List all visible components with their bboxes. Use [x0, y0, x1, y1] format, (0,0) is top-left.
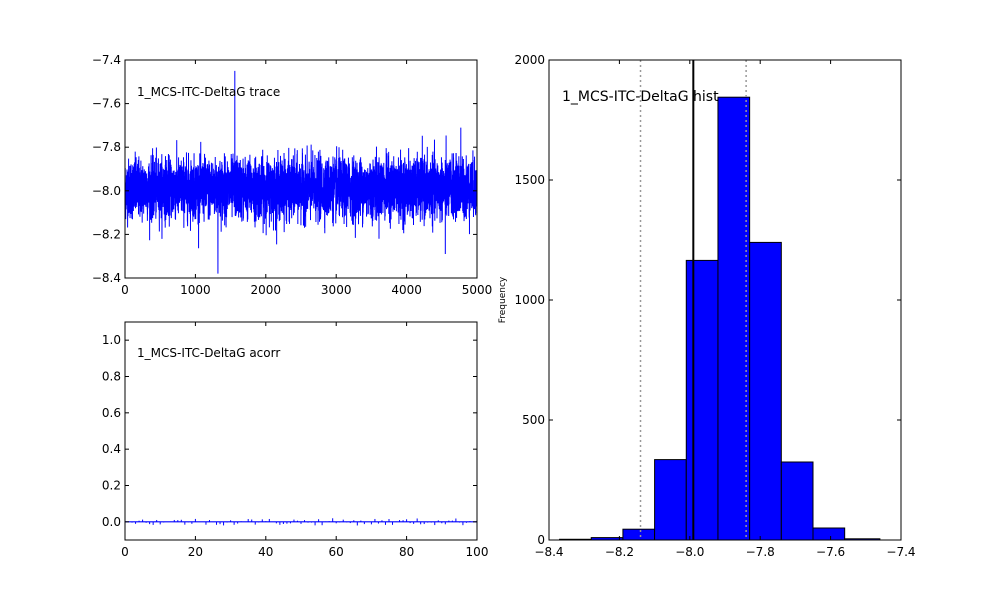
acorr-plot-background: [125, 322, 477, 540]
hist-bar: [812, 527, 846, 541]
trace-y-tick-label: −7.4: [92, 53, 121, 67]
hist-x-tick-label: −7.4: [886, 545, 915, 559]
hist-bar: [749, 241, 782, 541]
acorr-x-tick-label: 40: [258, 545, 273, 559]
hist-x-tick-label: −7.6: [816, 545, 845, 559]
trace-series-line: [125, 70, 477, 274]
trace-ticks: 0 1000 2000 3000 4000 5000 −8.4 −8.2 −8.0 −7.8 −7.…: [92, 53, 492, 297]
trace-panel-title: 1_MCS-ITC-DeltaG trace: [137, 85, 280, 99]
trace-x-tick-label: 3000: [321, 283, 352, 297]
acorr-x-tick-label: 80: [399, 545, 414, 559]
hist-y-tick-label: 500: [522, 413, 545, 427]
trace-y-tick-label: −7.8: [92, 140, 121, 154]
autocorrelation-panel: 0 20 40 60 80 100 0.0 0.2 0.4 0.6 0.8 1.0 1_MCS-ITC…: [102, 321, 489, 559]
hist-y-axis-label: Frequency: [498, 276, 508, 323]
trace-x-tick-label: 0: [121, 283, 129, 297]
trace-panel: 0 1000 2000 3000 4000 5000 −8.4 −8.2 −8.0 −7.8 −7.…: [92, 53, 492, 297]
hist-reference-lines: [639, 60, 747, 540]
hist-y-tick-label: 1000: [514, 293, 545, 307]
hist-panel-title: 1_MCS-ITC-DeltaG hist: [562, 89, 719, 105]
hist-bar: [685, 259, 719, 541]
histogram-panel: −8.4 −8.2 −8.0 −7.8 −7.6 −7.4 0 500 1000 1500 2000…: [498, 53, 916, 559]
trace-x-tick-label: 5000: [462, 283, 493, 297]
acorr-y-tick-label: 0.6: [102, 406, 121, 420]
trace-y-tick-label: −8.0: [92, 184, 121, 198]
acorr-y-tick-label: 1.0: [102, 333, 121, 347]
hist-ticks: −8.4 −8.2 −8.0 −7.8 −7.6 −7.4 0 500 1000 1500 2000: [514, 53, 915, 559]
acorr-y-tick-label: 0.8: [102, 370, 121, 384]
trace-y-tick-label: −7.6: [92, 97, 121, 111]
hist-y-tick-label: 1500: [514, 173, 545, 187]
acorr-y-tick-label: 0.0: [102, 515, 121, 529]
acorr-x-tick-label: 0: [121, 545, 129, 559]
hist-x-tick-label: −8.0: [675, 545, 704, 559]
hist-y-tick-label: 2000: [514, 53, 545, 67]
trace-y-tick-label: −8.2: [92, 227, 121, 241]
trace-plot-frame: [124, 59, 478, 279]
acorr-ticks: 0 20 40 60 80 100 0.0 0.2 0.4 0.6 0.8 1.0: [102, 322, 489, 559]
hist-bar: [780, 461, 814, 541]
trace-x-tick-label: 2000: [251, 283, 282, 297]
trace-x-tick-label: 4000: [391, 283, 422, 297]
acorr-x-tick-label: 100: [466, 545, 489, 559]
trace-y-tick-label: −8.4: [92, 271, 121, 285]
hist-y-tick-label: 0: [537, 533, 545, 547]
acorr-plot-frame: [124, 321, 478, 541]
hist-bars: [559, 96, 881, 541]
acorr-panel-title: 1_MCS-ITC-DeltaG acorr: [137, 346, 280, 360]
hist-x-tick-label: −7.8: [746, 545, 775, 559]
hist-x-tick-label: −8.4: [534, 545, 563, 559]
hist-bar: [622, 528, 656, 541]
hist-x-tick-label: −8.2: [605, 545, 634, 559]
acorr-series: [125, 518, 477, 526]
hist-bar: [654, 459, 687, 541]
acorr-y-tick-label: 0.2: [102, 479, 121, 493]
acorr-x-tick-label: 60: [329, 545, 344, 559]
acorr-x-tick-label: 20: [188, 545, 203, 559]
trace-line: [125, 70, 477, 274]
acorr-y-tick-label: 0.4: [102, 442, 121, 456]
trace-x-tick-label: 1000: [180, 283, 211, 297]
hist-bar: [717, 96, 751, 541]
